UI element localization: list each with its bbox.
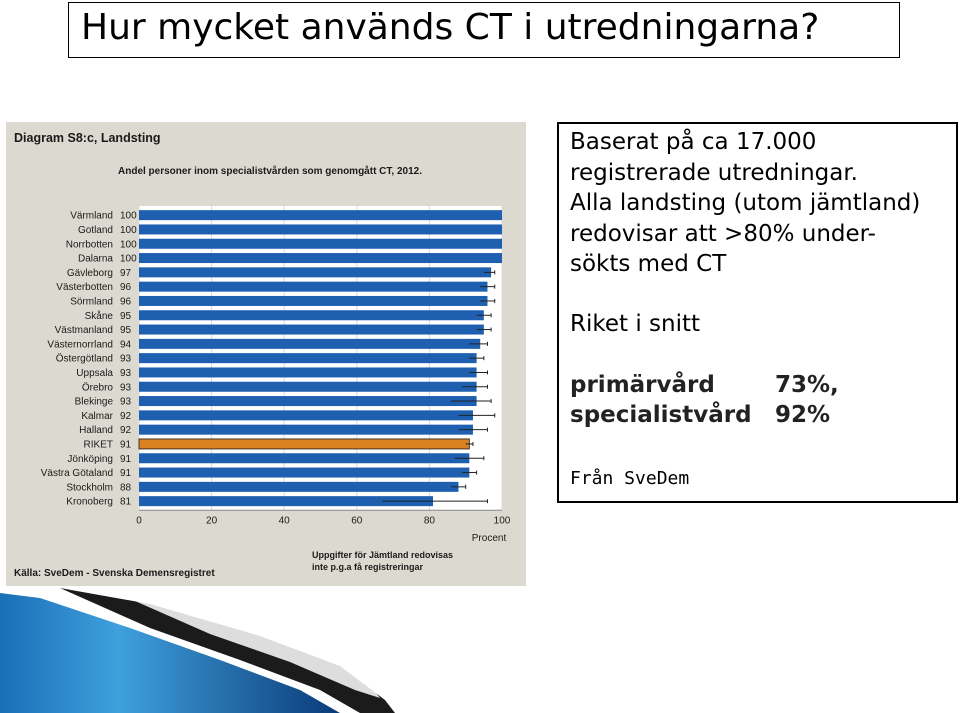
value-label: 92 (120, 425, 132, 436)
bar-gävleborg (139, 267, 492, 278)
x-tick-label: 0 (136, 515, 142, 526)
info-line-3: Alla landsting (utom jämtland) (570, 190, 921, 216)
category-label: Gävleborg (67, 268, 113, 279)
bar-kalmar (139, 410, 473, 421)
value-label: 92 (120, 411, 132, 422)
diagram-label: Diagram S8:c, Landsting (14, 131, 161, 145)
category-label: Dalarna (78, 254, 113, 265)
category-label: Värmland (70, 211, 113, 222)
value-label: 93 (120, 397, 132, 408)
bar-blekinge (139, 396, 477, 407)
chart-source: Källa: SveDem - Svenska Demensregistret (14, 568, 215, 579)
bar-jönköping (139, 453, 470, 464)
bar-västmanland (139, 324, 484, 335)
value-label: 88 (120, 482, 132, 493)
value-label: 100 (120, 254, 137, 265)
stat-row-primarvard: primärvård 73%, (570, 372, 950, 398)
bar-östergötland (139, 353, 477, 364)
x-tick-label: 40 (279, 515, 291, 526)
stat-value: 92% (775, 402, 831, 428)
slide-title: Hur mycket används CT i utredningarna? (81, 7, 820, 48)
value-label: 91 (120, 439, 132, 450)
bar-värmland (139, 210, 502, 221)
bar-västerbotten (139, 281, 488, 292)
info-line-4: redovisar att >80% under- (570, 220, 876, 247)
value-label: 91 (120, 468, 132, 479)
info-line-2: registrerade utredningar. (570, 159, 858, 186)
bar-västernorrland (139, 338, 481, 349)
category-label: Blekinge (75, 397, 114, 408)
info-paragraph: Baserat på ca 17.000 registrerade utredn… (570, 127, 920, 280)
swoosh-highlight-shape (110, 590, 380, 698)
bar-västra-götaland (139, 467, 470, 478)
category-label: Gotland (78, 225, 113, 236)
bar-uppsala (139, 367, 477, 378)
value-label: 94 (120, 339, 132, 350)
value-label: 81 (120, 497, 132, 508)
category-label: Östergötland (56, 353, 113, 365)
x-tick-label: 100 (494, 515, 511, 526)
x-tick-label: 60 (351, 515, 363, 526)
bar-dalarna (139, 253, 502, 264)
category-label: Kronoberg (66, 497, 113, 508)
text-box-source: Från SveDem (570, 468, 690, 489)
bar-gotland (139, 224, 502, 235)
footnote-line-2: inte p.g.a få registreringar (312, 562, 424, 572)
chart-subtitle: Andel personer inom specialistvården som… (118, 165, 422, 177)
category-label: RIKET (84, 439, 113, 450)
footnote-line-1: Uppgifter för Jämtland redovisas (312, 550, 453, 560)
value-label: 93 (120, 354, 132, 365)
value-label: 93 (120, 382, 132, 393)
value-label: 96 (120, 282, 132, 293)
bar-halland (139, 424, 473, 435)
average-heading: Riket i snitt (570, 311, 701, 337)
value-label: 100 (120, 225, 137, 236)
bar-chart: Diagram S8:c, Landsting Andel personer i… (14, 131, 511, 579)
swoosh-dark-shape (60, 588, 395, 713)
stat-row-specialistvard: specialistvård 92% (570, 402, 950, 428)
value-label: 95 (120, 325, 132, 336)
category-label: Västmanland (55, 325, 113, 336)
bar-sörmland (139, 295, 488, 306)
category-label: Halland (79, 425, 113, 436)
value-label: 100 (120, 211, 137, 222)
category-label: Örebro (82, 381, 114, 393)
stat-label: primärvård (570, 372, 715, 398)
value-label: 97 (120, 268, 132, 279)
category-label: Sörmland (70, 296, 113, 307)
stat-value: 73%, (775, 372, 839, 398)
chart-panel: Diagram S8:c, Landsting Andel personer i… (6, 122, 526, 586)
category-label: Västerbotten (56, 282, 113, 293)
category-label: Jönköping (67, 454, 113, 465)
info-line-5: sökts med CT (570, 251, 727, 277)
value-label: 91 (120, 454, 132, 465)
stat-label: specialistvård (570, 402, 752, 428)
value-label: 96 (120, 296, 132, 307)
bar-skåne (139, 310, 484, 321)
category-label: Stockholm (66, 482, 113, 493)
value-label: 93 (120, 368, 132, 379)
bar-stockholm (139, 481, 459, 492)
category-label: Norrbotten (66, 239, 113, 250)
value-label: 95 (120, 311, 132, 322)
bar-norrbotten (139, 238, 502, 249)
category-label: Västernorrland (47, 339, 113, 350)
category-label: Skåne (85, 310, 114, 322)
x-tick-label: 20 (206, 515, 218, 526)
category-label: Uppsala (76, 368, 113, 379)
x-tick-label: 80 (424, 515, 436, 526)
swoosh-blue-shape (0, 593, 340, 713)
info-line-1: Baserat på ca 17.000 (570, 129, 817, 155)
x-axis-label: Procent (472, 533, 507, 544)
info-text-box: Baserat på ca 17.000 registrerade utredn… (557, 122, 958, 503)
title-box: Hur mycket används CT i utredningarna? (68, 2, 900, 58)
bar-örebro (139, 381, 477, 392)
category-label: Kalmar (81, 411, 113, 422)
category-label: Västra Götaland (41, 468, 113, 479)
bar-kronoberg (139, 496, 434, 507)
value-label: 100 (120, 239, 137, 250)
